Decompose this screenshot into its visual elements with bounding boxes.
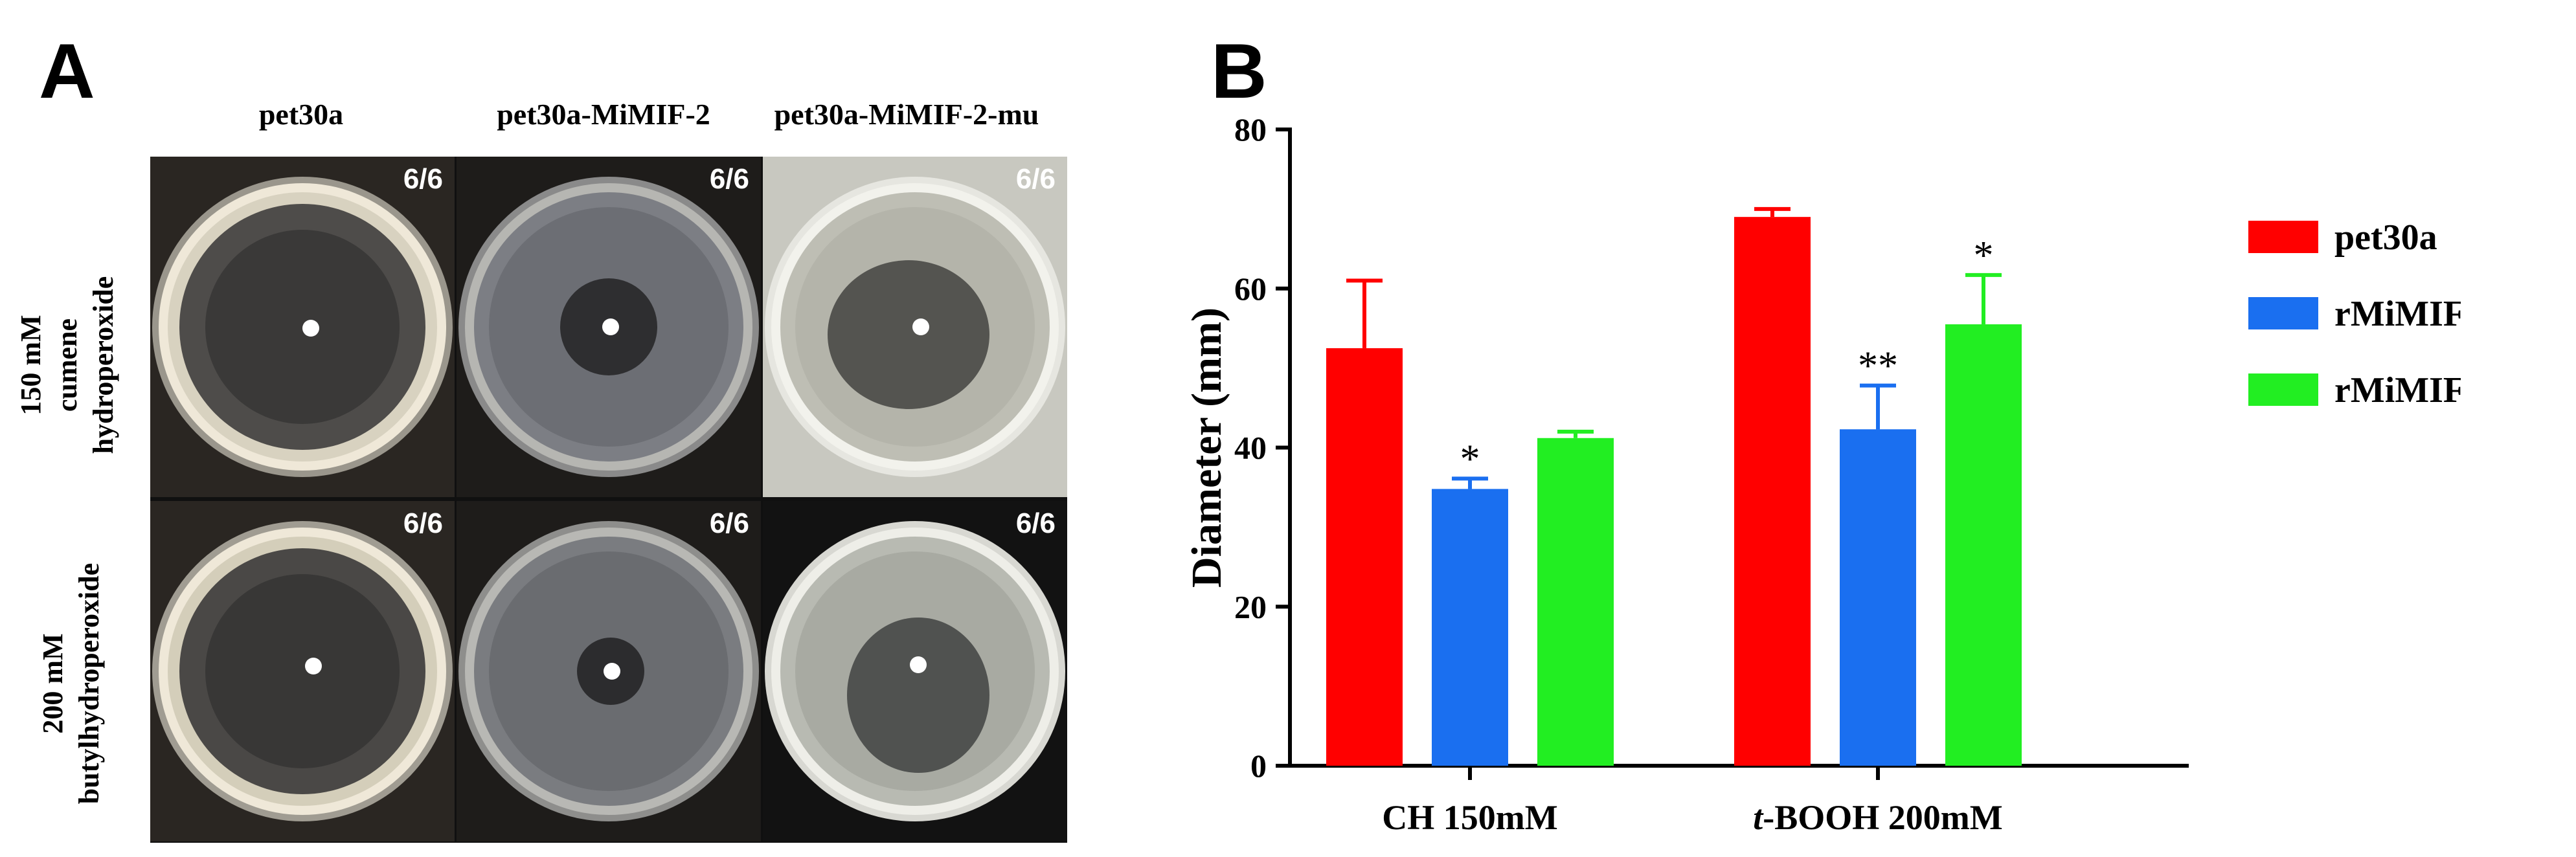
plate-photo-grid: 6/6 6/6 6/6 (150, 157, 1067, 843)
row-label-cumene: 150 mM cumene hydroperoxide (13, 242, 122, 488)
plate-photo: 6/6 (150, 501, 455, 841)
petri-dish (763, 157, 1067, 497)
plate-count: 6/6 (403, 507, 443, 539)
significance-marker: * (1974, 234, 1994, 278)
plate-photo: 6/6 (763, 501, 1067, 841)
row-label-line: 200 mM (37, 633, 69, 734)
row-label-line: hydroperoxide (87, 276, 119, 454)
legend-swatch (2248, 297, 2318, 329)
panel-b-letter: B (1211, 28, 1267, 115)
bar (1537, 438, 1614, 766)
plate-count: 6/6 (403, 163, 443, 195)
legend-label: rMiMIF-2-mu (2334, 370, 2461, 410)
plate-count: 6/6 (709, 507, 749, 539)
row-label-butyl: 200 mM butylhydroperoxide (35, 541, 107, 826)
plate-count: 6/6 (709, 163, 749, 195)
bar-chart: 0 20 40 60 80 Diameter (mm) CH 150mM t-BOOH 2… (1183, 111, 2461, 837)
plate-count: 6/6 (1015, 507, 1056, 539)
significance-marker: * (1460, 437, 1480, 481)
bar-group: **** (1326, 206, 2022, 766)
plate-photo: 6/6 (763, 157, 1067, 497)
plate-photo: 6/6 (150, 157, 455, 497)
petri-dish (150, 501, 455, 841)
legend-label: pet30a (2334, 217, 2437, 258)
bar (1326, 348, 1403, 766)
y-tick-label: 0 (1250, 748, 1267, 784)
bar (1432, 489, 1508, 766)
plate-count: 6/6 (1015, 163, 1056, 195)
petri-dish (457, 501, 761, 841)
y-tick-label: 80 (1234, 111, 1267, 148)
plate-photo: 6/6 (457, 157, 761, 497)
x-tick-label: t-BOOH 200mM (1753, 798, 2002, 837)
column-label-mimif2: pet30a-MiMIF-2 (497, 98, 710, 131)
petri-dish (457, 157, 761, 497)
y-tick-label: 20 (1234, 588, 1267, 625)
x-axis: CH 150mM t-BOOH 200mM (1288, 764, 2189, 837)
column-label-pet30a: pet30a (258, 98, 344, 131)
y-axis-label: Diameter (mm) (1183, 307, 1230, 588)
legend: pet30a rMiMIF-2 rMiMIF-2-mu (2248, 217, 2461, 410)
row-label-line: cumene (51, 318, 83, 412)
petri-dish (150, 157, 455, 497)
petri-dish (763, 501, 1067, 841)
legend-swatch (2248, 373, 2318, 406)
y-tick-label: 60 (1234, 271, 1267, 307)
x-tick-label: CH 150mM (1382, 798, 1557, 837)
column-label-mimif2-mu: pet30a-MiMIF-2-mu (774, 98, 1039, 131)
row-label-line: 150 mM (15, 315, 47, 416)
y-axis: 0 20 40 60 80 Diameter (mm) (1183, 111, 1292, 784)
row-label-line: butylhydroperoxide (73, 562, 105, 805)
bar (1734, 217, 1811, 766)
y-tick-label: 40 (1234, 430, 1267, 466)
plate-photo: 6/6 (457, 501, 761, 841)
panel-a-letter: A (39, 28, 95, 115)
legend-label: rMiMIF-2 (2334, 294, 2461, 334)
bar (1945, 324, 2022, 766)
legend-swatch (2248, 221, 2318, 253)
significance-marker: ** (1858, 344, 1898, 388)
bar (1840, 429, 1916, 766)
